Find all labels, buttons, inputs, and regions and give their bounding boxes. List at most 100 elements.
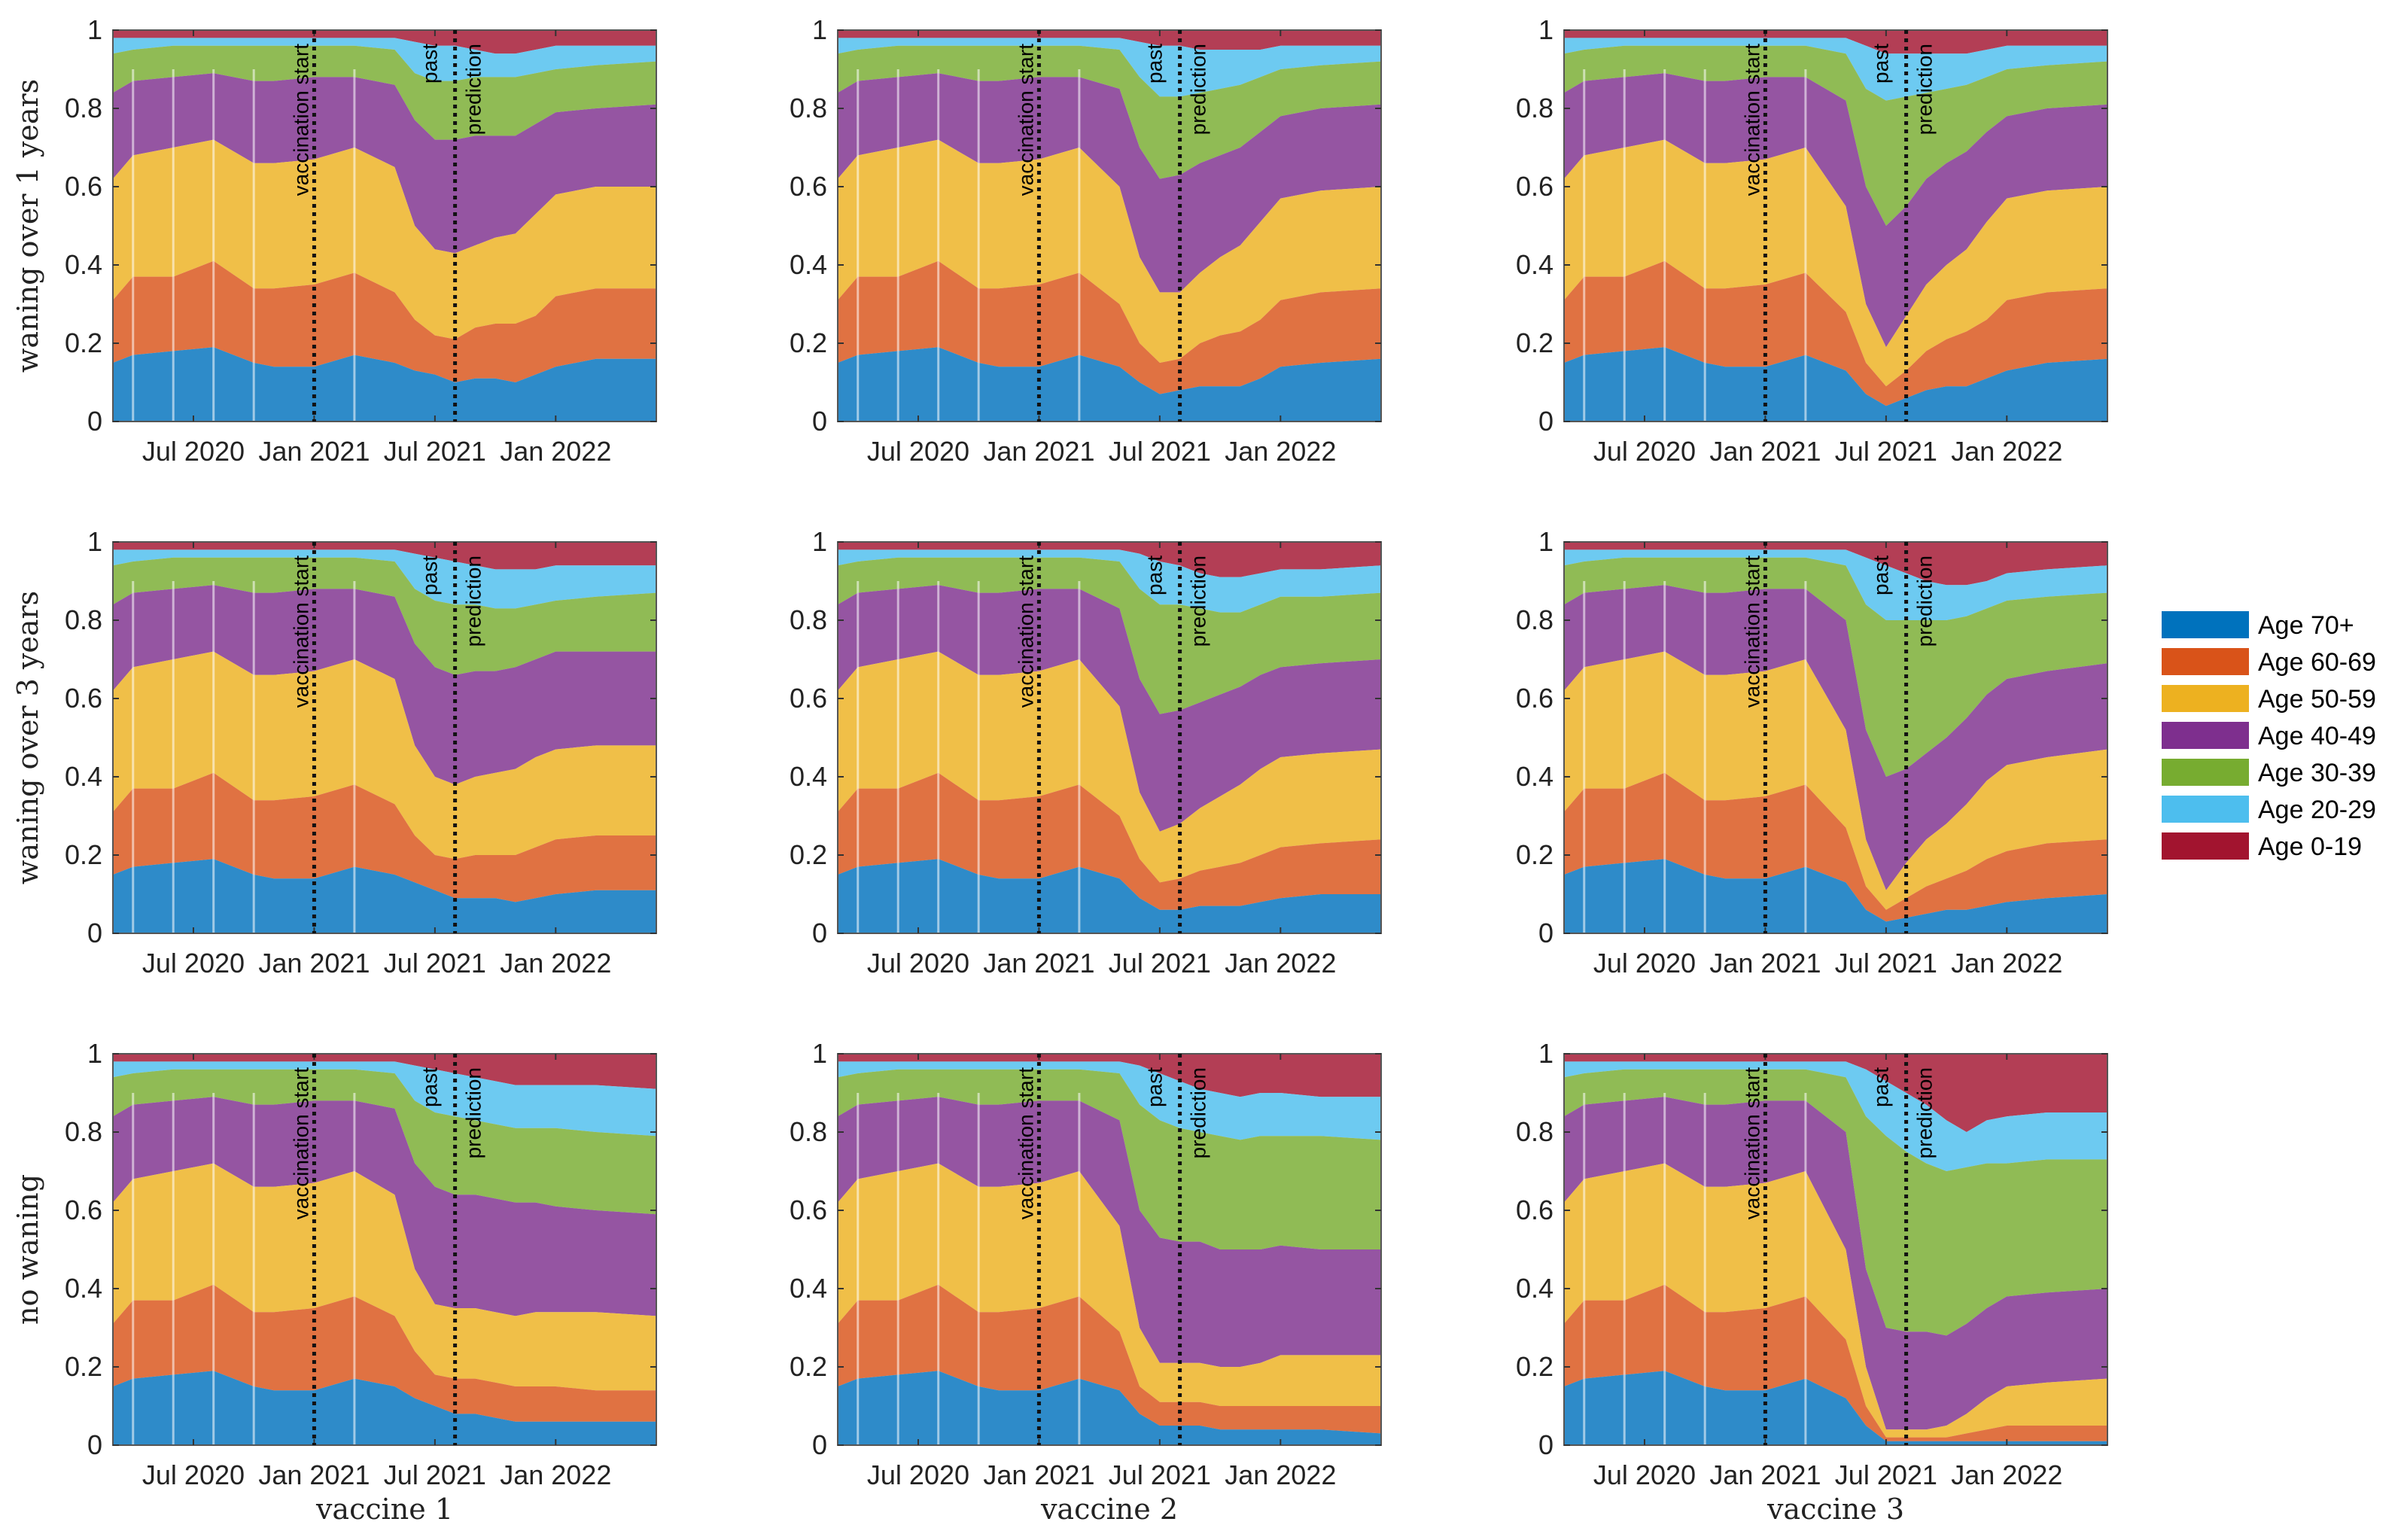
prediction-label: prediction	[1913, 44, 1937, 135]
x-tick-label: Jul 2021	[1109, 948, 1211, 978]
vaccination-start-label: vaccination start	[1740, 44, 1763, 196]
x-tick-label: Jan 2022	[1951, 436, 2062, 467]
x-tick-label: Jul 2020	[142, 948, 245, 978]
past-label: past	[1870, 44, 1893, 84]
past-label: past	[1870, 1067, 1893, 1107]
y-tick-label: 0.4	[790, 249, 827, 280]
panel-2-3: 0 0.2 0.4 0.6 0.8 1 Jul 2020 Jan 2021 Jul 2021 Ja…	[1516, 526, 2108, 978]
area-layer	[838, 859, 1381, 933]
area-layer	[1564, 557, 2107, 777]
x-tick-label: Jul 2021	[1835, 948, 1937, 978]
panel-1-2: 0 0.2 0.4 0.6 0.8 1 Jul 2020 Jan 2021 Jul 2021 Ja…	[790, 14, 1382, 467]
area-layer	[1564, 585, 2107, 890]
legend-swatch	[2162, 832, 2249, 860]
area-layer	[113, 347, 656, 422]
y-tick-label: 0.6	[65, 1195, 102, 1225]
panel-1-3: 0 0.2 0.4 0.6 0.8 1 Jul 2020 Jan 2021 Jul 2021 Ja…	[1516, 14, 2108, 467]
y-tick-label: 0	[812, 918, 827, 948]
y-tick-label: 0.4	[1516, 249, 1553, 280]
prediction-label: prediction	[1913, 1067, 1937, 1158]
area-layer	[1564, 45, 2107, 226]
area-layer	[838, 772, 1381, 910]
y-tick-label: 0	[87, 1429, 102, 1460]
vaccination-start-label: vaccination start	[289, 1067, 312, 1220]
y-tick-label: 0.6	[1516, 1195, 1553, 1225]
legend-label: Age 60-69	[2258, 648, 2376, 677]
x-tick-label: Jul 2020	[867, 436, 969, 467]
vaccination-start-label: vaccination start	[1014, 1067, 1037, 1220]
area-layer	[113, 859, 656, 933]
legend-swatch	[2162, 611, 2249, 638]
area-layer	[1564, 542, 2107, 586]
area-layer	[838, 1097, 1381, 1367]
area-layer	[113, 1069, 656, 1215]
area-layer	[838, 1371, 1381, 1445]
y-tick-label: 0.4	[790, 1273, 827, 1304]
x-tick-label: Jul 2020	[1593, 948, 1696, 978]
y-tick-label: 0.8	[65, 604, 102, 635]
y-tick-label: 0.2	[790, 839, 827, 870]
legend-label: Age 40-49	[2258, 722, 2376, 750]
y-tick-label: 0.6	[1516, 683, 1553, 714]
y-tick-label: 0	[1538, 918, 1553, 948]
y-tick-label: 0.2	[65, 1351, 102, 1382]
past-label: past	[418, 44, 442, 84]
legend-swatch	[2162, 759, 2249, 786]
column-label: vaccine 3	[1766, 1493, 1904, 1526]
y-tick-label: 0.4	[1516, 761, 1553, 792]
vaccination-start-label: vaccination start	[1740, 555, 1763, 708]
area-layer	[1564, 38, 2107, 101]
area-layer	[1564, 1284, 2107, 1441]
area-layer	[1564, 772, 2107, 922]
y-tick-label: 0.2	[65, 839, 102, 870]
area-layer	[838, 542, 1381, 577]
x-tick-label: Jul 2021	[1109, 436, 1211, 467]
vaccination-start-label: vaccination start	[289, 44, 312, 196]
row-labels: waning over 1 years waning over 3 years no…	[11, 79, 44, 1325]
legend-label: Age 70+	[2258, 611, 2354, 640]
x-tick-label: Jul 2021	[384, 948, 486, 978]
y-tick-label: 0.4	[65, 1273, 102, 1304]
x-tick-label: Jul 2021	[1835, 436, 1937, 467]
y-tick-label: 0.8	[790, 93, 827, 123]
area-layer	[113, 45, 656, 140]
y-tick-label: 1	[87, 1038, 102, 1069]
axes-box	[1563, 29, 2108, 422]
column-label: vaccine 1	[315, 1493, 453, 1526]
x-tick-label: Jan 2021	[983, 1459, 1094, 1490]
area-layer	[838, 38, 1381, 97]
area-layer	[1564, 30, 2107, 54]
area-layer	[838, 139, 1381, 363]
legend-swatch	[2162, 648, 2249, 675]
x-tick-label: Jul 2020	[142, 1459, 245, 1490]
area-layer	[838, 73, 1381, 293]
legend-label: Age 20-29	[2258, 796, 2376, 824]
area-layer	[1564, 1163, 2107, 1438]
area-layer	[1564, 549, 2107, 620]
area-layer	[113, 73, 656, 254]
column-label: vaccine 2	[1040, 1493, 1178, 1526]
area-layer	[113, 651, 656, 860]
x-tick-label: Jul 2021	[1835, 1459, 1937, 1490]
legend-swatch	[2162, 796, 2249, 823]
area-layer	[113, 260, 656, 382]
x-tick-label: Jul 2020	[867, 948, 969, 978]
axes-box	[112, 29, 657, 422]
column-labels: vaccine 1 vaccine 2 vaccine 3	[315, 1493, 1904, 1526]
area-layer	[113, 1054, 656, 1089]
past-label: past	[418, 1067, 442, 1107]
axes-box	[112, 1053, 657, 1446]
area-layer	[838, 45, 1381, 179]
y-tick-label: 1	[1538, 526, 1553, 557]
area-layer	[113, 772, 656, 902]
y-tick-label: 0	[812, 1429, 827, 1460]
y-tick-label: 0.4	[65, 249, 102, 280]
y-tick-label: 0.2	[790, 327, 827, 358]
area-layer	[113, 1061, 656, 1137]
y-tick-label: 0.8	[1516, 1116, 1553, 1147]
area-layer	[1564, 1097, 2107, 1430]
area-layer	[113, 30, 656, 54]
area-layer	[838, 651, 1381, 883]
y-tick-label: 0.6	[1516, 171, 1553, 202]
legend-label: Age 50-59	[2258, 685, 2376, 714]
